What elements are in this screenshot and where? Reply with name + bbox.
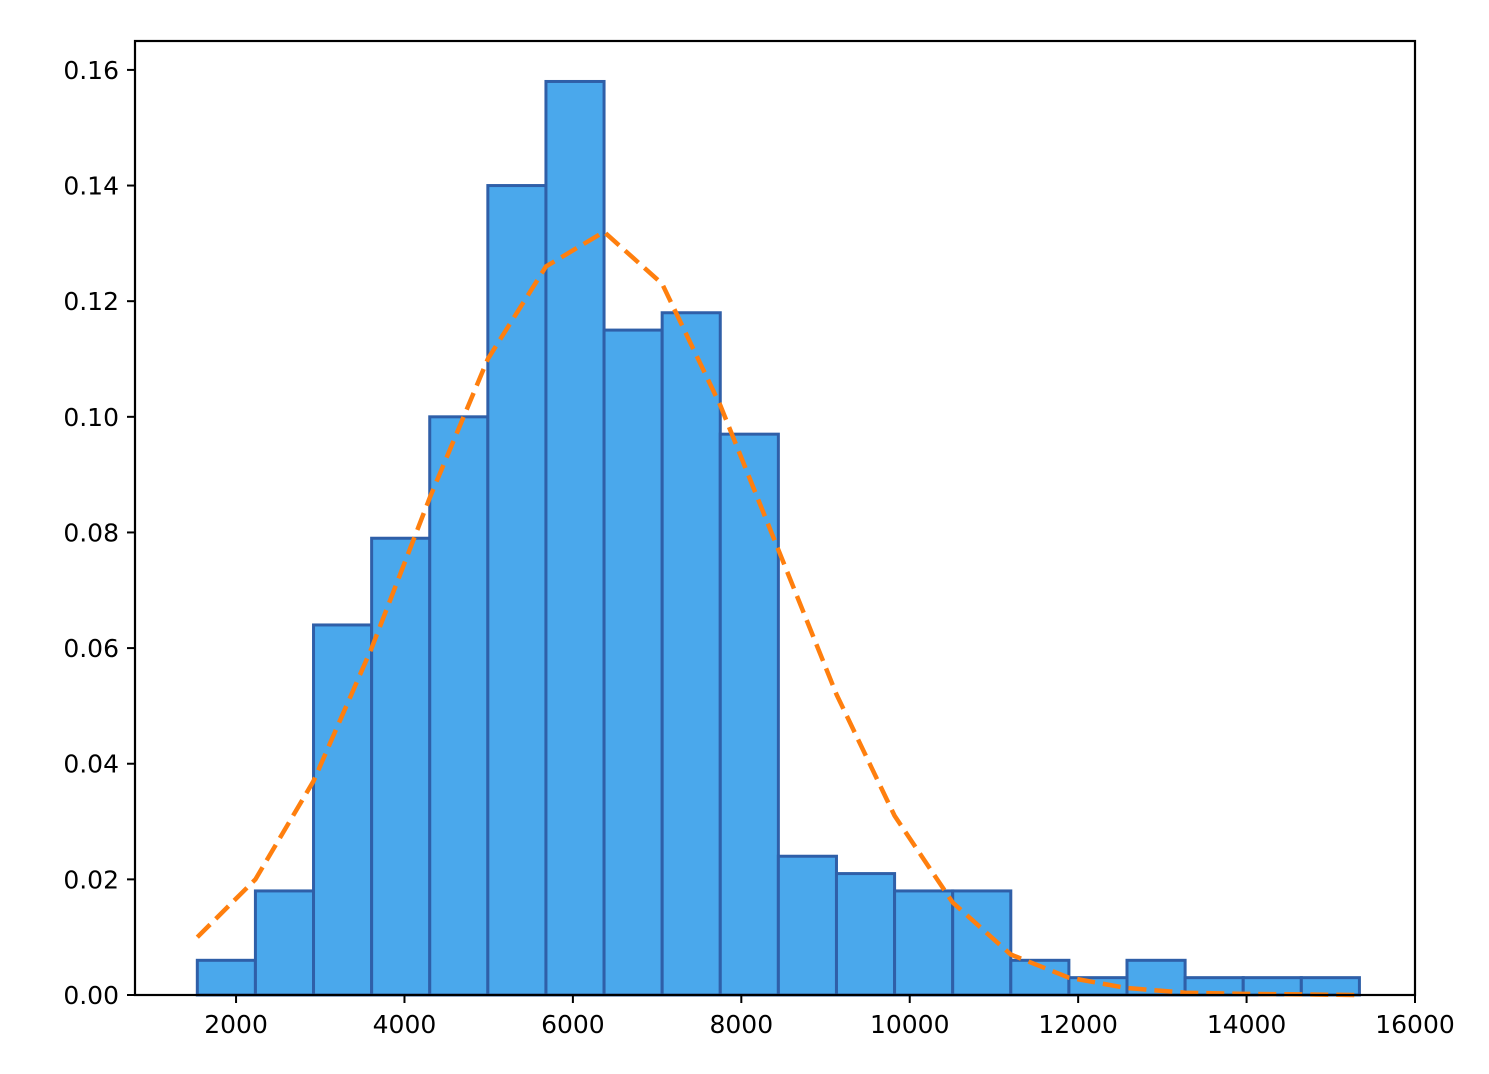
- x-tick-label: 2000: [204, 1010, 268, 1039]
- y-tick-label: 0.00: [63, 981, 119, 1010]
- x-tick-label: 8000: [710, 1010, 774, 1039]
- histogram-bar: [544, 79, 606, 997]
- histogram-bar: [1299, 976, 1361, 997]
- x-tick-label: 12000: [1038, 1010, 1118, 1039]
- y-tick-label: 0.04: [63, 750, 119, 779]
- histogram-bar: [428, 415, 490, 997]
- x-tick-label: 10000: [870, 1010, 950, 1039]
- histogram-bar: [602, 328, 664, 997]
- histogram-bar: [834, 872, 897, 997]
- plot-frame: [133, 39, 1417, 997]
- histogram-bar: [312, 623, 374, 997]
- x-tick-label: 6000: [541, 1010, 605, 1039]
- x-tick-label: 16000: [1375, 1010, 1455, 1039]
- x-tick-label: 4000: [373, 1010, 437, 1039]
- y-tick-label: 0.12: [63, 287, 119, 316]
- y-tick-label: 0.08: [63, 518, 119, 547]
- y-tick-label: 0.14: [63, 172, 119, 201]
- y-tick-label: 0.10: [63, 403, 119, 432]
- fit-line: [195, 229, 1360, 998]
- histogram-bar: [195, 958, 257, 997]
- y-tick-label: 0.06: [63, 634, 119, 663]
- histogram-bar: [893, 889, 955, 997]
- histogram-bar: [486, 184, 548, 997]
- histogram-bar: [253, 889, 316, 997]
- bars-layer: [195, 79, 1361, 997]
- histogram-bar: [951, 889, 1013, 997]
- x-axis: 2000 4000 6000 8000 10000 12000 14000 16000: [204, 995, 1455, 1039]
- fit-line-layer: [195, 229, 1360, 998]
- y-axis: 0.00 0.02 0.04 0.06 0.08 0.10 0.12 0.14 0.16: [63, 56, 135, 1010]
- histogram-bar: [776, 854, 838, 997]
- histogram-bar: [718, 432, 780, 997]
- y-tick-label: 0.16: [63, 56, 119, 85]
- x-tick-label: 14000: [1207, 1010, 1287, 1039]
- histogram-bar: [660, 311, 722, 997]
- histogram-bar: [370, 536, 432, 997]
- y-tick-label: 0.02: [63, 865, 119, 894]
